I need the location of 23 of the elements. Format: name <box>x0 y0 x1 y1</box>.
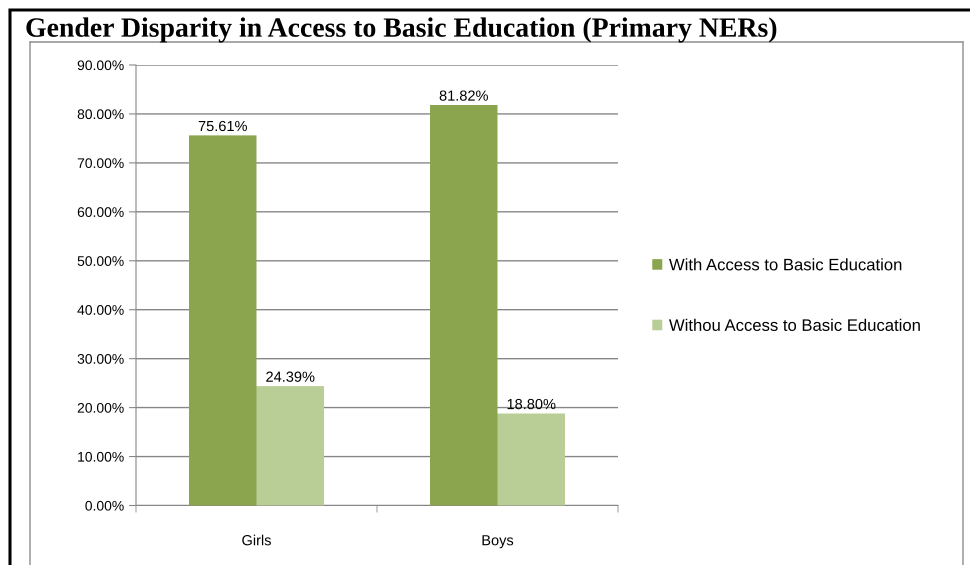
data-label: 18.80% <box>508 398 556 410</box>
y-tick-label: 10.00% <box>78 452 124 462</box>
data-label: 81.82% <box>440 90 488 101</box>
y-tick-label: 20.00% <box>78 402 124 413</box>
x-tick-label: Boys <box>482 535 514 548</box>
legend-label: Withou Access to Basic Education <box>669 318 920 332</box>
bar <box>430 105 498 506</box>
bar <box>189 135 256 506</box>
bar <box>498 413 565 506</box>
y-tick-label: 0.00% <box>85 500 124 511</box>
x-tick-label: Girls <box>242 534 271 546</box>
y-tick-label: 50.00% <box>78 256 124 266</box>
y-tick-label: 30.00% <box>78 354 124 364</box>
chart-title: Gender Disparity in Access to Basic Education (Primary NERs) <box>26 17 776 43</box>
legend-label: With Access to Basic Education <box>669 258 902 270</box>
data-label: 24.39% <box>266 372 314 382</box>
y-tick-label: 90.00% <box>78 60 124 70</box>
y-tick-label: 40.00% <box>77 305 124 315</box>
bar <box>256 386 324 506</box>
y-tick-label: 70.00% <box>78 158 124 168</box>
y-tick-label: 60.00% <box>78 207 124 218</box>
data-label: 75.61% <box>198 120 247 132</box>
y-tick-label: 80.00% <box>78 109 124 120</box>
